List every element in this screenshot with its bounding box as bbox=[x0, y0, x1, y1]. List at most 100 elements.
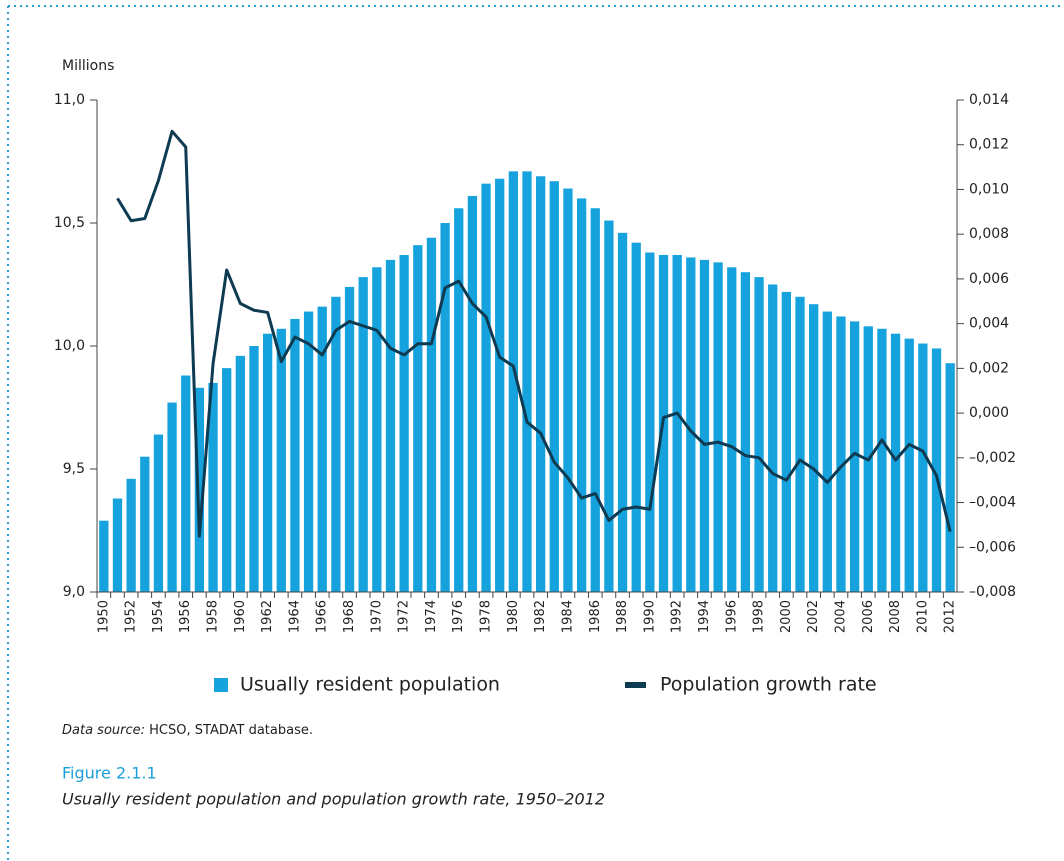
bar bbox=[290, 318, 300, 592]
y-tick-label: 10,0 bbox=[54, 338, 85, 354]
x-tick-label: 1984 bbox=[560, 600, 575, 633]
bar bbox=[153, 434, 164, 592]
bar bbox=[372, 267, 382, 592]
bar bbox=[481, 183, 491, 592]
y-axis-label: Millions bbox=[62, 58, 114, 74]
y2-tick-label: 0,002 bbox=[969, 360, 1009, 376]
bar bbox=[631, 242, 641, 592]
bar bbox=[740, 272, 751, 592]
bar bbox=[768, 284, 778, 592]
bar bbox=[413, 245, 423, 592]
y-tick-label: 9,0 bbox=[63, 584, 85, 600]
x-tick-label: 1988 bbox=[615, 600, 630, 633]
bar bbox=[235, 355, 245, 592]
y2-tick-label: –0,006 bbox=[969, 539, 1016, 555]
x-tick-label: 2006 bbox=[861, 600, 876, 633]
bar bbox=[276, 328, 286, 592]
y2-tick-label: 0,008 bbox=[969, 226, 1009, 242]
x-tick-label: 1954 bbox=[151, 600, 166, 633]
y2-tick-label: 0,000 bbox=[969, 405, 1009, 421]
bar bbox=[809, 304, 819, 592]
bar bbox=[822, 311, 832, 592]
x-tick-label: 1950 bbox=[96, 600, 111, 633]
bar bbox=[399, 254, 409, 593]
y2-tick-label: 0,006 bbox=[969, 271, 1009, 287]
bar bbox=[781, 291, 792, 592]
bar bbox=[890, 333, 901, 592]
x-tick-label: 1994 bbox=[697, 600, 712, 633]
bar bbox=[467, 195, 478, 592]
bar bbox=[945, 363, 955, 592]
x-tick-label: 2008 bbox=[888, 600, 903, 633]
bar bbox=[331, 296, 341, 592]
bar bbox=[686, 257, 696, 592]
y2-tick-label: –0,002 bbox=[969, 450, 1016, 466]
x-tick-label: 1974 bbox=[424, 600, 439, 633]
line bbox=[116, 129, 952, 538]
bar bbox=[358, 277, 368, 592]
x-tick-label: 1956 bbox=[178, 600, 193, 633]
x-tick-label: 1970 bbox=[369, 600, 384, 633]
x-tick-label: 2010 bbox=[915, 600, 930, 633]
x-tick-label: 1980 bbox=[506, 600, 521, 633]
legend-label: Population growth rate bbox=[660, 674, 877, 696]
bar bbox=[508, 171, 518, 592]
bar bbox=[249, 346, 259, 592]
bar bbox=[617, 232, 628, 592]
bar bbox=[849, 321, 860, 592]
legend-label: Usually resident population bbox=[240, 674, 500, 696]
x-tick-label: 1968 bbox=[342, 600, 357, 633]
bar bbox=[795, 296, 805, 592]
bar bbox=[317, 306, 327, 592]
x-tick-label: 1962 bbox=[260, 600, 275, 633]
x-tick-label: 2002 bbox=[806, 600, 821, 633]
bar bbox=[727, 267, 737, 592]
bar bbox=[167, 402, 177, 592]
bar bbox=[262, 333, 273, 592]
bar bbox=[454, 208, 464, 593]
y2-tick-label: 0,004 bbox=[969, 316, 1009, 332]
y2-tick-label: 0,012 bbox=[969, 137, 1009, 153]
bar bbox=[208, 382, 218, 592]
bar bbox=[181, 375, 191, 592]
x-tick-label: 1966 bbox=[315, 600, 330, 633]
bar bbox=[904, 338, 914, 592]
x-tick-label: 1998 bbox=[752, 600, 767, 633]
bar bbox=[672, 254, 682, 593]
x-tick-label: 1972 bbox=[397, 600, 412, 633]
source: HCSO, STADAT database. bbox=[149, 723, 313, 738]
source-label: Data source: bbox=[62, 723, 145, 738]
bar bbox=[303, 311, 314, 592]
x-tick-label: 1952 bbox=[124, 600, 139, 633]
bar bbox=[576, 198, 587, 592]
x-tick-label: 1986 bbox=[588, 600, 603, 633]
x-tick-label: 1996 bbox=[724, 600, 739, 633]
bar bbox=[140, 456, 150, 592]
bar bbox=[495, 178, 505, 592]
bar bbox=[754, 277, 764, 592]
bar bbox=[536, 176, 546, 592]
x-tick-label: 2012 bbox=[943, 600, 958, 633]
y-tick-label: 10,5 bbox=[54, 215, 85, 231]
bar bbox=[590, 208, 600, 593]
bar bbox=[549, 181, 559, 592]
bar bbox=[126, 478, 136, 592]
bar bbox=[877, 328, 887, 592]
x-tick-label: 2000 bbox=[779, 600, 794, 633]
figure-number: Figure 2.1.1 bbox=[62, 764, 157, 783]
y2-tick-label: 0,014 bbox=[969, 92, 1009, 108]
bar bbox=[222, 368, 232, 592]
x-tick-label: 1958 bbox=[206, 600, 221, 633]
bar bbox=[426, 237, 437, 592]
bar bbox=[836, 316, 846, 592]
y-tick-label: 11,0 bbox=[54, 92, 85, 108]
bar bbox=[563, 188, 573, 592]
bar bbox=[440, 223, 450, 592]
x-tick-label: 2004 bbox=[833, 600, 848, 633]
bar bbox=[99, 520, 109, 592]
bar bbox=[522, 171, 532, 592]
bar bbox=[699, 259, 710, 592]
x-tick-label: 1976 bbox=[451, 600, 466, 633]
